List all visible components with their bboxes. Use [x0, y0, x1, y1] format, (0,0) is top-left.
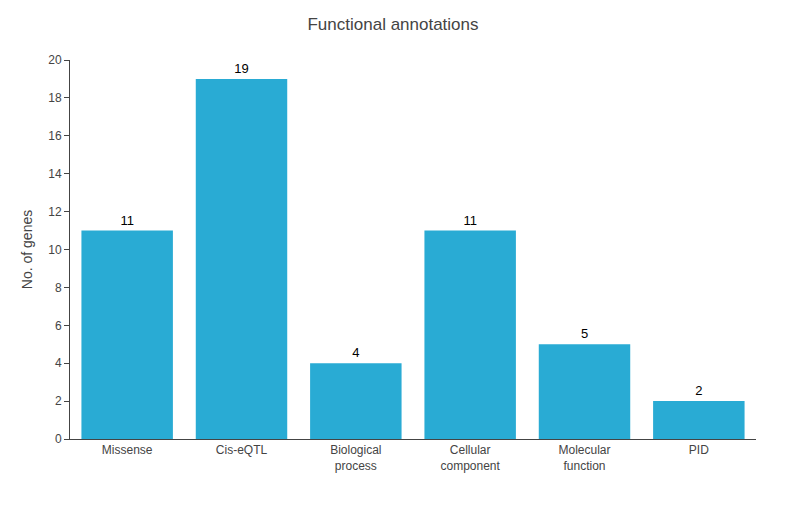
svg-text:16: 16 [48, 129, 62, 143]
svg-text:6: 6 [55, 319, 62, 333]
svg-text:8: 8 [55, 281, 62, 295]
svg-text:12: 12 [48, 205, 62, 219]
svg-text:4: 4 [352, 345, 359, 360]
svg-text:11: 11 [120, 213, 134, 228]
svg-text:No. of genes: No. of genes [19, 210, 35, 289]
svg-text:20: 20 [48, 53, 62, 67]
svg-text:Missense: Missense [102, 443, 153, 457]
svg-text:PID: PID [689, 443, 709, 457]
svg-text:11: 11 [463, 213, 477, 228]
svg-text:Cis-eQTL: Cis-eQTL [216, 443, 268, 457]
svg-text:18: 18 [48, 91, 62, 105]
svg-text:Cellularcomponent: Cellularcomponent [440, 443, 500, 473]
svg-text:19: 19 [234, 61, 248, 76]
svg-text:10: 10 [48, 243, 62, 257]
svg-text:4: 4 [55, 356, 62, 370]
svg-text:Functional annotations: Functional annotations [307, 15, 478, 34]
svg-text:2: 2 [55, 394, 62, 408]
svg-text:0: 0 [55, 432, 62, 446]
svg-text:Molecularfunction: Molecularfunction [558, 443, 610, 473]
svg-text:2: 2 [695, 383, 702, 398]
svg-text:14: 14 [48, 167, 62, 181]
svg-text:Biologicalprocess: Biologicalprocess [330, 443, 381, 473]
svg-text:5: 5 [581, 326, 588, 341]
